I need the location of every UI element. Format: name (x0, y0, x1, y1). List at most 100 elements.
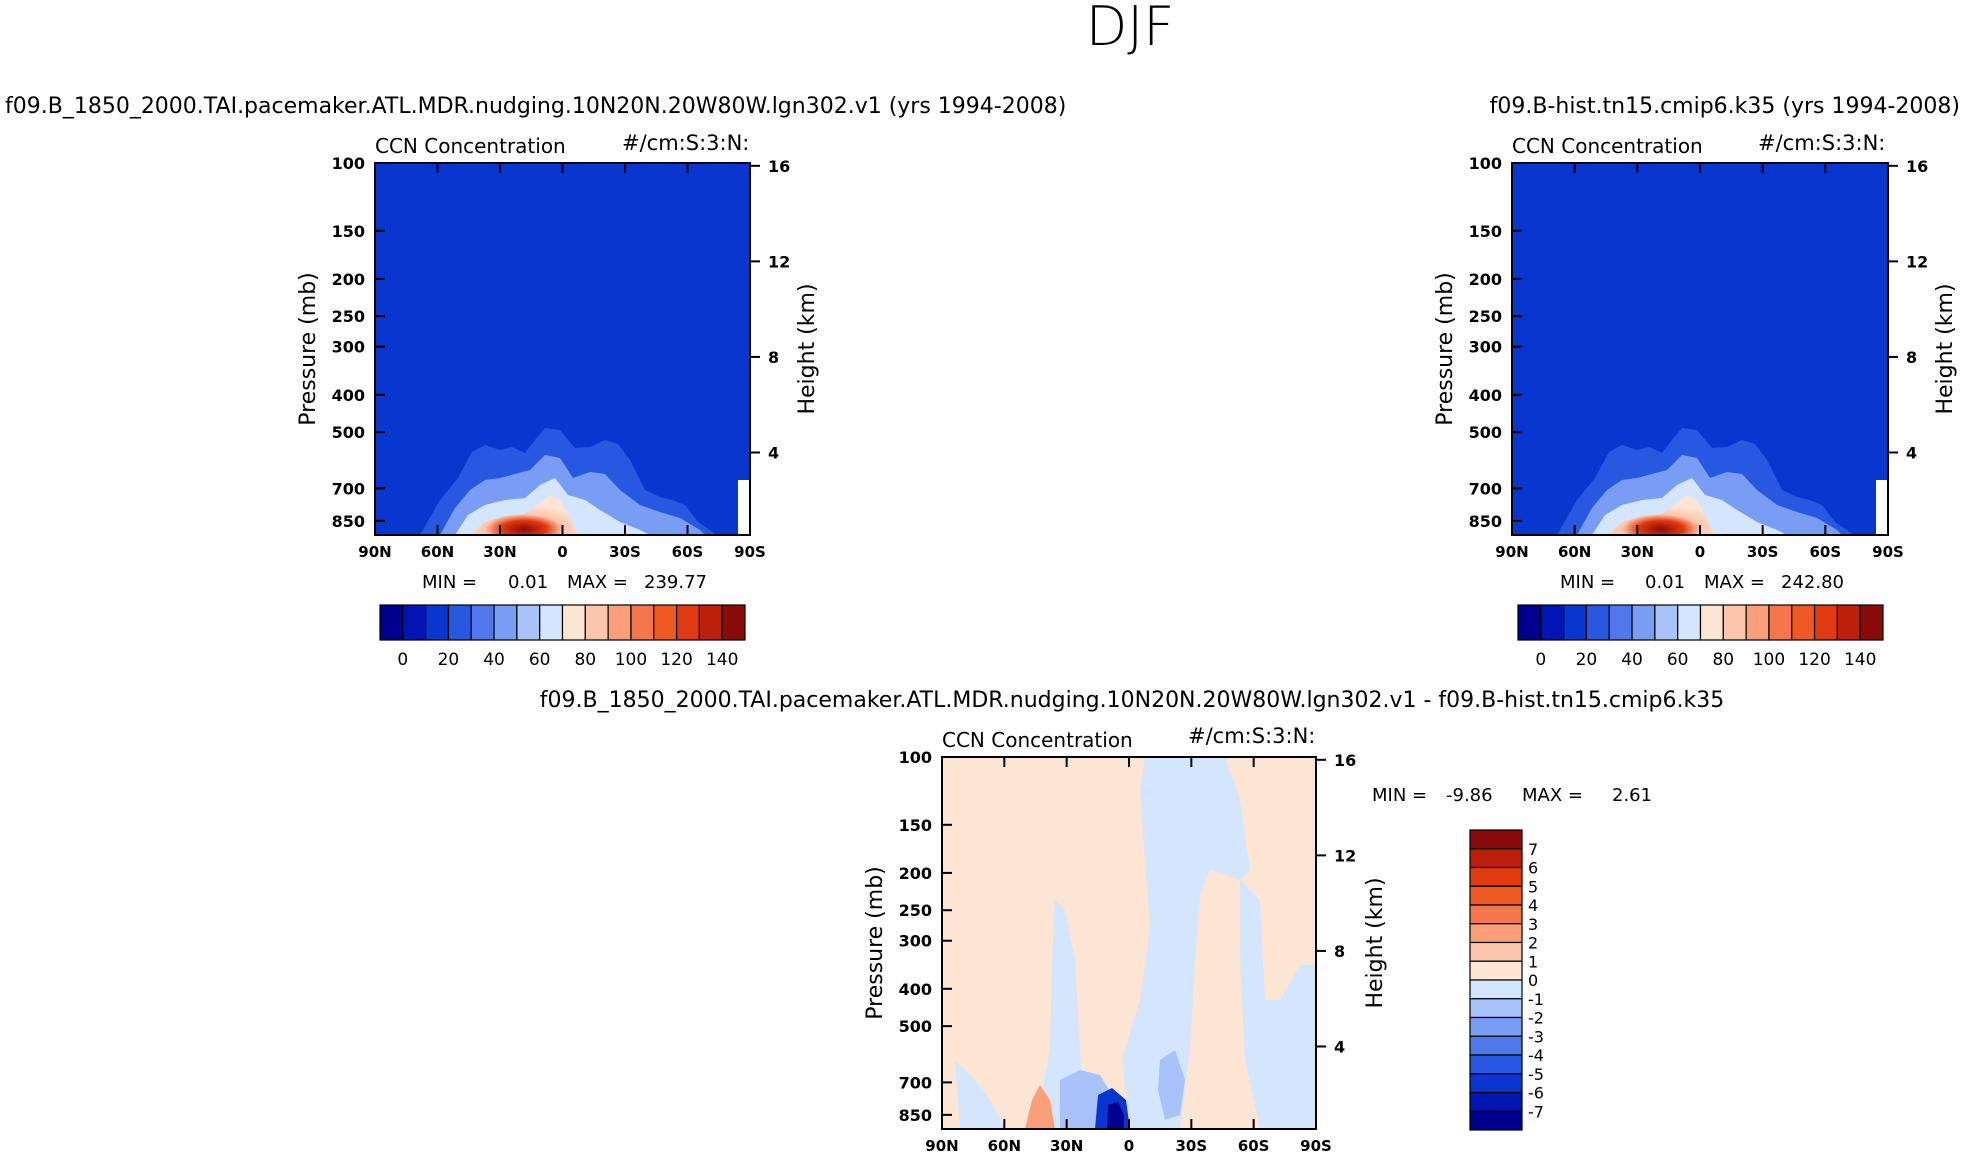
diff-colorbar-swatch (1469, 829, 1523, 850)
right-colorbar-label: 60 (1667, 650, 1689, 670)
left-colorbar-label: 40 (483, 650, 505, 670)
right-colorbar-label: 20 (1576, 650, 1598, 670)
diff-units-label: #/cm:S:3:N: (1188, 724, 1315, 748)
diff-colorbar-label: 2 (1528, 934, 1538, 953)
right-panel-title: f09.B-hist.tn15.cmip6.k35 (yrs 1994-2008… (1490, 94, 1960, 119)
left-colorbar-swatch (493, 604, 518, 641)
diff-colorbar-swatch (1469, 904, 1523, 925)
left-colorbar-swatch (447, 604, 472, 641)
left-min-value: 0.01 (508, 572, 548, 593)
diff-colorbar-swatch (1469, 885, 1523, 906)
right-colorbar-swatch (1768, 604, 1793, 641)
right-xtick-label: 60S (1809, 543, 1841, 561)
right-colorbar-label: 140 (1844, 650, 1876, 670)
left-panel: CCN Concentration #/cm:S:3:N: Pressure (… (296, 131, 820, 670)
diff-y-label-right: Height (km) (1363, 877, 1388, 1008)
right-colorbar-swatch (1699, 604, 1724, 641)
diff-colorbar-label: 4 (1528, 896, 1538, 915)
left-ytick-right-label: 16 (768, 157, 790, 176)
right-ytick-right-label: 8 (1906, 348, 1917, 367)
right-ytick-label: 400 (1469, 386, 1502, 405)
right-colorbar-swatch (1540, 604, 1565, 641)
diff-xtick-label: 30N (1050, 1137, 1083, 1155)
diff-colorbar-label: -7 (1528, 1102, 1544, 1121)
diff-colorbar-swatch (1469, 1110, 1523, 1131)
diff-variable-label: CCN Concentration (942, 728, 1133, 752)
right-ytick-right-label: 16 (1906, 157, 1928, 176)
diff-neg-lower-left (955, 1060, 1005, 1129)
diff-panel: CCN Concentration #/cm:S:3:N: Pressure (… (863, 724, 1652, 1155)
right-ytick-label: 250 (1469, 307, 1502, 326)
right-xtick-label: 30N (1621, 543, 1654, 561)
left-xtick-label: 30N (483, 543, 516, 561)
diff-colorbar-swatch (1469, 848, 1523, 869)
right-ytick-right-label: 4 (1906, 443, 1917, 462)
diff-max-label: MAX = (1522, 785, 1583, 806)
left-colorbar-swatch (630, 604, 655, 641)
diff-xtick-label: 30S (1175, 1137, 1207, 1155)
right-colorbar-swatch (1722, 604, 1747, 641)
diff-pos-plume (1025, 1085, 1055, 1129)
diff-colorbar-swatch (1469, 1054, 1523, 1075)
diff-neg-mid2 (1158, 1050, 1185, 1120)
right-colorbar-swatch (1585, 604, 1610, 641)
left-xtick-label: 90S (734, 543, 766, 561)
left-colorbar-swatch (607, 604, 632, 641)
left-plume (470, 495, 578, 535)
right-y-label-right: Height (km) (1933, 283, 1958, 414)
left-ytick-label: 250 (332, 307, 365, 326)
diff-colorbar-label: 3 (1528, 915, 1538, 934)
left-y-label-right: Height (km) (795, 283, 820, 414)
right-ytick-label: 200 (1469, 270, 1502, 289)
left-panel-title: f09.B_1850_2000.TAI.pacemaker.ATL.MDR.nu… (5, 94, 1066, 119)
left-colorbar-swatch (561, 604, 586, 641)
right-colorbar-swatch (1517, 604, 1542, 641)
left-units-label: #/cm:S:3:N: (622, 131, 749, 155)
diff-colorbar-swatch (1469, 960, 1523, 981)
left-colorbar-swatch (402, 604, 427, 641)
right-colorbar-label: 100 (1753, 650, 1785, 670)
left-ytick-right-label: 4 (768, 443, 779, 462)
diff-panel-title: f09.B_1850_2000.TAI.pacemaker.ATL.MDR.nu… (540, 688, 1724, 713)
diff-xtick-label: 90N (925, 1137, 958, 1155)
diff-colorbar-label: 7 (1528, 840, 1538, 859)
right-missing-strip (1876, 480, 1888, 535)
diff-neg-upper (1122, 757, 1250, 1129)
diff-ytick-label: 500 (899, 1017, 932, 1036)
diff-neg-left (1030, 900, 1085, 1129)
right-colorbar-swatch (1677, 604, 1702, 641)
right-variable-label: CCN Concentration (1512, 134, 1703, 158)
diff-min-label: MIN = (1372, 785, 1427, 806)
diff-neg-core (1107, 1102, 1124, 1129)
diff-ytick-right-label: 12 (1334, 846, 1356, 865)
left-ytick-right-label: 12 (768, 252, 790, 271)
diff-y-label: Pressure (mb) (863, 866, 888, 1020)
diff-max-value: 2.61 (1612, 785, 1652, 806)
left-colorbar-swatch (425, 604, 450, 641)
left-colorbar-swatch (698, 604, 723, 641)
right-colorbar-swatch (1563, 604, 1588, 641)
diff-colorbar-swatch (1469, 1073, 1523, 1094)
diff-ytick-right-label: 16 (1334, 751, 1356, 770)
right-y-label: Pressure (mb) (1433, 272, 1458, 426)
diff-xtick-label: 60S (1238, 1137, 1270, 1155)
right-max-label: MAX = (1704, 572, 1765, 593)
diff-ytick-label: 100 (899, 748, 932, 767)
diff-colorbar-label: -5 (1528, 1065, 1544, 1084)
left-colorbar-swatch (539, 604, 564, 641)
left-ytick-label: 300 (332, 338, 365, 357)
right-colorbar-swatch (1608, 604, 1633, 641)
diff-neg-right (1240, 880, 1316, 1129)
left-colorbar-label: 20 (438, 650, 460, 670)
diff-ytick-label: 700 (899, 1073, 932, 1092)
left-max-value: 239.77 (644, 572, 707, 593)
left-colorbar-label: 0 (397, 650, 408, 670)
left-ytick-label: 100 (332, 154, 365, 173)
diff-colorbar-label: 0 (1528, 971, 1538, 990)
diff-xtick-label: 90S (1300, 1137, 1332, 1155)
right-colorbar-label: 120 (1798, 650, 1830, 670)
right-colorbar-swatch (1654, 604, 1679, 641)
right-colorbar-label: 80 (1712, 650, 1734, 670)
left-xtick-label: 60N (421, 543, 454, 561)
